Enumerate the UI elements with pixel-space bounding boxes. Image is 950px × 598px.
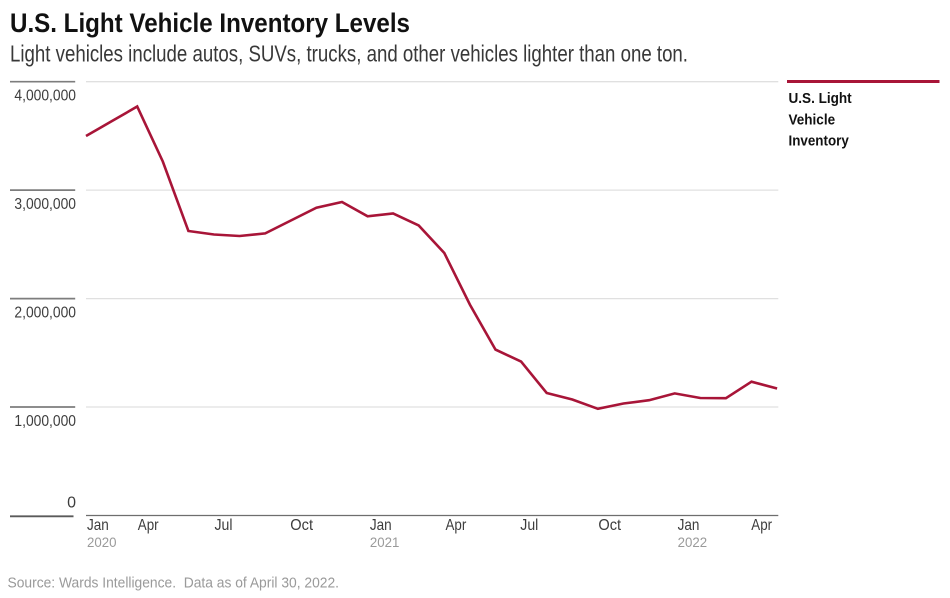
svg-text:0: 0 — [67, 495, 76, 512]
svg-text:Jul: Jul — [215, 517, 233, 534]
svg-text:Oct: Oct — [598, 517, 621, 534]
svg-text:Source: Wards Intelligence. D: Source: Wards Intelligence. Data as of A… — [8, 576, 340, 592]
svg-text:Oct: Oct — [290, 517, 313, 534]
svg-text:Apr: Apr — [138, 517, 159, 534]
svg-text:1,000,000: 1,000,000 — [14, 413, 76, 430]
svg-text:Jan: Jan — [370, 517, 392, 534]
svg-text:2,000,000: 2,000,000 — [14, 305, 76, 322]
svg-text:4,000,000: 4,000,000 — [14, 88, 76, 105]
svg-text:Apr: Apr — [446, 517, 467, 534]
svg-text:Apr: Apr — [751, 517, 772, 534]
svg-text:U.S. Light Vehicle Inventory L: U.S. Light Vehicle Inventory Levels — [10, 8, 410, 38]
svg-text:Inventory: Inventory — [789, 132, 850, 149]
svg-text:2022: 2022 — [678, 534, 708, 550]
svg-text:U.S. Light: U.S. Light — [789, 90, 852, 107]
svg-text:Jan: Jan — [678, 517, 700, 534]
svg-text:Light vehicles include autos,: Light vehicles include autos, SUVs, truc… — [10, 41, 688, 67]
svg-text:2020: 2020 — [87, 534, 117, 550]
svg-text:2021: 2021 — [370, 534, 400, 550]
svg-text:Vehicle: Vehicle — [789, 111, 836, 128]
svg-text:Jan: Jan — [87, 517, 109, 534]
svg-text:3,000,000: 3,000,000 — [14, 196, 76, 213]
svg-text:Jul: Jul — [520, 517, 538, 534]
